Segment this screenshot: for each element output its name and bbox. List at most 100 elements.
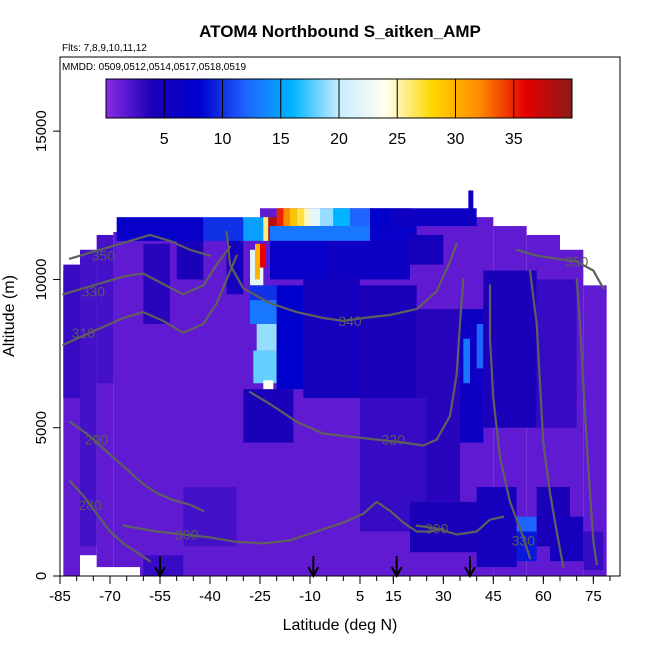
heatmap-cell xyxy=(260,243,265,268)
heatmap-cell xyxy=(516,516,537,532)
y-tick-label: 5000 xyxy=(33,411,50,444)
heatmap-cell xyxy=(143,243,170,324)
heatmap-cell xyxy=(296,208,304,227)
colorbar-tick-label: 5 xyxy=(160,131,169,148)
plot-frame xyxy=(59,56,621,577)
x-tick-label: 45 xyxy=(485,588,502,605)
heatmap-cell xyxy=(463,338,470,384)
heatmap-cell xyxy=(243,217,267,241)
theta-contour-line xyxy=(68,480,152,563)
heatmap-cell xyxy=(116,217,204,241)
heatmap-cell xyxy=(243,389,294,443)
x-tick-label: 30 xyxy=(435,588,452,605)
contour-label: 340 xyxy=(338,313,362,329)
heatmap-cell xyxy=(250,285,277,301)
heatmap-cell xyxy=(410,234,444,265)
y-axis-label: Altitude (m) xyxy=(1,275,18,357)
x-axis: -85 -70 -55 -40 -25 -10 5 15 30 45 60 75 xyxy=(49,576,611,605)
heatmap-cell xyxy=(96,234,114,384)
heatmap-cell xyxy=(253,350,277,384)
x-tick-label: -25 xyxy=(249,588,271,605)
x-tick-label: 60 xyxy=(535,588,552,605)
x-tick-label: -40 xyxy=(199,588,221,605)
heatmap-cell xyxy=(255,243,260,280)
flights-label: Flts: 7,8,9,10,11,12 xyxy=(62,43,147,54)
theta-contour-line xyxy=(62,254,238,346)
heatmap-cell xyxy=(333,208,350,227)
x-tick-label: 15 xyxy=(385,588,402,605)
x-tick-label: 75 xyxy=(585,588,602,605)
heatmap-cell xyxy=(536,279,577,428)
heatmap-cell xyxy=(270,226,370,241)
heatmap-cell xyxy=(326,240,410,280)
contour-label: 310 xyxy=(72,325,96,341)
heatmap-cell xyxy=(320,208,334,227)
contour-label: 350 xyxy=(565,254,589,270)
y-tick-label: 0 xyxy=(33,572,50,580)
x-tick-label: 5 xyxy=(356,588,364,605)
theta-contour-line xyxy=(225,230,458,322)
heatmap-cell xyxy=(250,300,277,324)
y-tick-label: 15000 xyxy=(33,110,50,152)
heatmap-cell xyxy=(270,240,327,280)
x-tick-label: -10 xyxy=(299,588,321,605)
mmdd-label: MMDD: 0509,0512,0514,0517,0518,0519 xyxy=(62,62,246,73)
heatmap-cell xyxy=(80,249,97,547)
heatmap-cell xyxy=(63,264,80,399)
contour-label: 350 xyxy=(92,248,116,264)
heatmap-cell xyxy=(256,323,277,351)
heatmap-cell xyxy=(390,208,477,227)
contour-label: 300 xyxy=(425,521,449,537)
chart-title: ATOM4 Northbound S_aitken_AMP xyxy=(199,22,481,41)
theta-contour-line xyxy=(488,284,532,560)
contour-label: 330 xyxy=(512,532,536,548)
theta-contour-line xyxy=(68,420,205,512)
heatmap-cell xyxy=(370,208,390,227)
heatmap-cell xyxy=(310,208,320,227)
heatmap-cell xyxy=(276,208,284,227)
heatmap-cell xyxy=(283,208,290,227)
heatmap-cell xyxy=(290,208,297,227)
colorbar-tick-label: 20 xyxy=(330,131,348,148)
theta-contour-line xyxy=(62,245,232,296)
heatmap xyxy=(63,190,607,576)
colorbar-tick-label: 25 xyxy=(388,131,406,148)
theta-contour-line xyxy=(575,278,598,566)
heatmap-cell xyxy=(360,285,417,399)
contour-label: 280 xyxy=(78,497,102,513)
theta-contour-line xyxy=(122,500,445,545)
theta-contour-line xyxy=(528,269,565,569)
heatmap-cell xyxy=(263,217,269,241)
x-tick-label: -85 xyxy=(49,588,71,605)
theta-contours: 350 330 310 290 280 300 300 320 340 350 330 xyxy=(62,230,605,569)
theta-contour-line xyxy=(68,233,212,260)
heatmap-cell xyxy=(303,208,310,227)
heatmap-cell xyxy=(476,323,484,369)
heatmap-cell xyxy=(203,217,244,241)
heatmap-background-cell xyxy=(583,285,607,576)
y-tick-label: 10000 xyxy=(33,259,50,301)
colorbar-tick-label: 30 xyxy=(447,131,465,148)
heatmap-cell xyxy=(350,208,370,227)
y-axis: 0 5000 10000 15000 xyxy=(33,110,60,580)
heatmap-background-cell xyxy=(113,231,140,568)
heatmap-cell xyxy=(263,380,274,396)
heatmap-cell xyxy=(276,285,304,390)
heatmap-cell xyxy=(303,279,360,399)
colorbar-tick-label: 15 xyxy=(272,131,290,148)
contour-label: 320 xyxy=(382,432,406,448)
heatmap-cell xyxy=(468,190,474,218)
x-axis-label: Latitude (deg N) xyxy=(283,617,398,634)
theta-contour-line xyxy=(415,515,505,536)
x-tick-label: -55 xyxy=(149,588,171,605)
colorbar-tick-label: 10 xyxy=(214,131,232,148)
contour-label: 300 xyxy=(175,526,199,542)
colorbar: 5 10 15 20 25 30 35 xyxy=(105,78,573,148)
contour-label: 290 xyxy=(85,432,109,448)
heatmap-cell xyxy=(583,531,604,571)
contour-label: 330 xyxy=(82,283,106,299)
heatmap-cell xyxy=(483,270,537,428)
heatmap-cell xyxy=(143,555,184,576)
theta-contour-line xyxy=(248,278,465,447)
x-tick-label: -70 xyxy=(99,588,121,605)
